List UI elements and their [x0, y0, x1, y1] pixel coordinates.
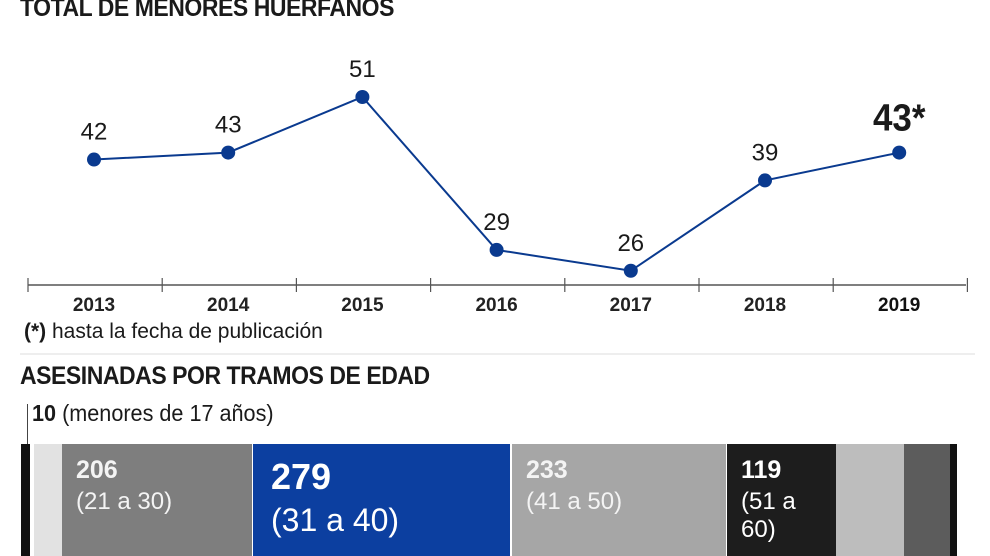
first-segment-range: (menores de 17 años) [56, 400, 274, 426]
footnote-text: hasta la fecha de publicación [46, 320, 323, 343]
x-tick-label: 2019 [878, 295, 920, 316]
data-point [87, 152, 101, 167]
chart-title-orphans: TOTAL DE MENORES HUÉRFANOS [20, 0, 394, 22]
footnote-marker: (*) [24, 320, 47, 343]
data-label: 42 [81, 119, 108, 146]
data-label: 26 [617, 230, 644, 257]
data-label: 43* [873, 96, 926, 139]
bar-segment: 119 (51 a 60) [727, 444, 836, 556]
bar-segment [904, 444, 950, 556]
age-stacked-bar: 206 (21 a 30) 279 (31 a 40) 233 (41 a 50) 119 (… [0, 444, 990, 556]
orphans-line-chart: 42 2013 43 2014 51 2015 29 2016 26 2017 39 2018 43* 2… [27, 56, 969, 316]
x-tick-label: 2015 [341, 295, 384, 316]
data-label: 43 [215, 112, 242, 139]
segment-value: 119 [741, 456, 782, 484]
segment-value: 206 [76, 456, 118, 484]
data-point [221, 145, 236, 160]
bar-segment [34, 444, 62, 556]
footnote: (*) hasta la fecha de publicación [24, 320, 323, 344]
x-tick-label: 2013 [73, 295, 115, 316]
x-tick-label: 2017 [610, 295, 652, 316]
first-segment-value: 10 [32, 400, 57, 426]
data-point [489, 242, 504, 257]
segment-range: (51 a 60) [741, 488, 796, 543]
data-point [892, 145, 907, 160]
bar-segment: 206 (21 a 30) [62, 444, 252, 556]
bar-segment: 279 (31 a 40) [253, 444, 510, 556]
first-segment-pointer [27, 404, 28, 444]
bar-segment: 233 (41 a 50) [512, 444, 726, 556]
section-divider [20, 353, 975, 355]
data-point [758, 173, 772, 188]
data-label: 39 [752, 139, 779, 166]
x-tick-label: 2016 [475, 295, 517, 316]
segment-value: 233 [526, 456, 568, 484]
first-segment-label: 10 (menores de 17 años) [32, 400, 274, 427]
data-label: 51 [349, 56, 376, 83]
segment-range: (41 a 50) [526, 488, 623, 515]
segment-range: (21 a 30) [76, 488, 173, 515]
bar-edge [950, 444, 957, 556]
segment-value: 279 [271, 456, 332, 497]
bar-segment [836, 444, 904, 556]
bar-edge [21, 444, 30, 556]
x-tick-label: 2014 [207, 295, 250, 316]
data-point [623, 263, 638, 278]
chart-title-age-groups: ASESINADAS POR TRAMOS DE EDAD [20, 362, 430, 390]
segment-range: (31 a 40) [271, 502, 400, 538]
data-label: 29 [483, 209, 510, 236]
x-tick-label: 2018 [744, 295, 786, 316]
data-point [355, 90, 370, 104]
